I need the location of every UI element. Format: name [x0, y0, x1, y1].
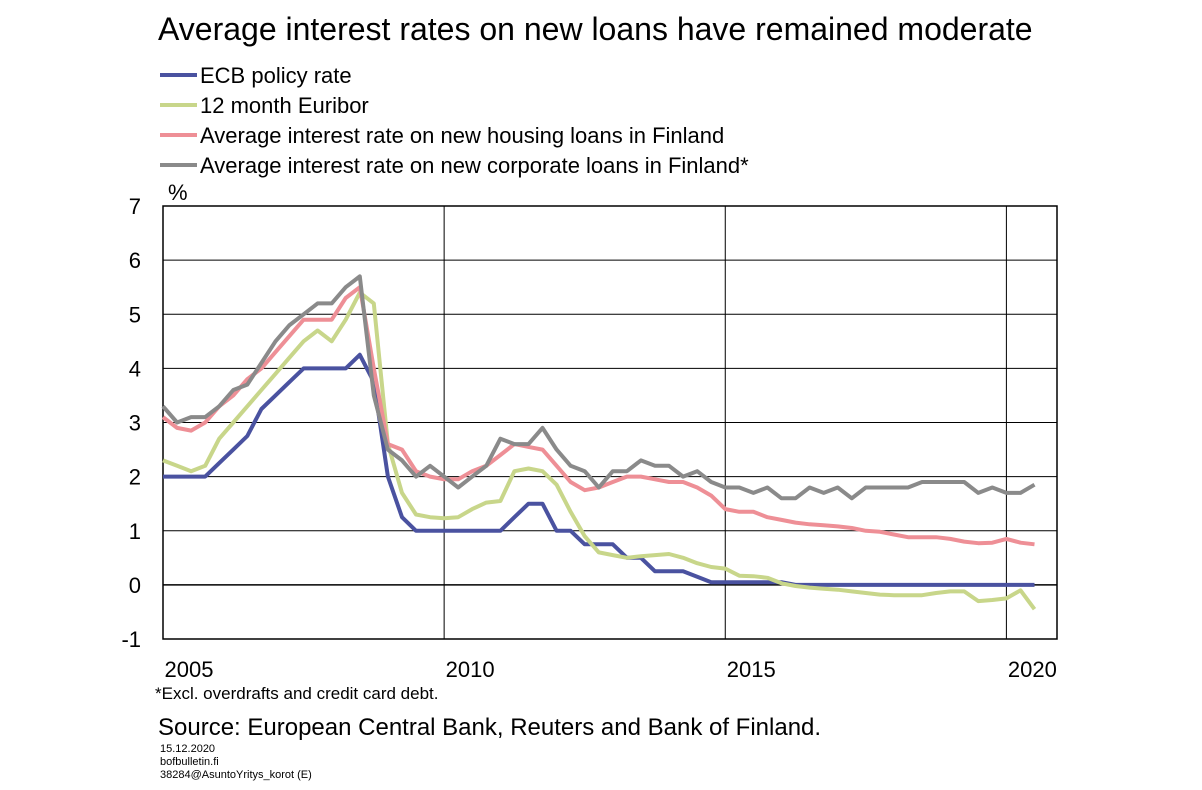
x-tick-label: 2020	[1008, 657, 1057, 682]
x-tick-label: 2010	[446, 657, 495, 682]
y-tick-label: 4	[129, 356, 141, 381]
footnote: *Excl. overdrafts and credit card debt.	[155, 684, 438, 703]
y-tick-label: 7	[129, 194, 141, 219]
y-tick-label: 1	[129, 519, 141, 544]
y-tick-label: -1	[121, 627, 141, 652]
x-tick-label: 2015	[727, 657, 776, 682]
series-line	[161, 285, 1035, 547]
y-tick-label: 3	[129, 411, 141, 436]
legend-label: Average interest rate on new corporate l…	[200, 153, 749, 178]
legend-label: 12 month Euribor	[200, 93, 369, 118]
meta-code: 38284@AsuntoYritys_korot (E)	[160, 769, 312, 781]
series-line	[161, 274, 1036, 501]
legend-label: ECB policy rate	[200, 63, 352, 88]
meta-date: 15.12.2020	[160, 743, 215, 755]
source: Source: European Central Bank, Reuters a…	[158, 714, 821, 741]
series-line	[162, 290, 1037, 611]
y-tick-label: 0	[129, 573, 141, 598]
chart-title: Average interest rates on new loans have…	[158, 11, 1033, 47]
y-tick-label: 5	[129, 302, 141, 327]
y-axis-unit: %	[168, 180, 188, 205]
x-tick-label: 2005	[165, 657, 214, 682]
plot-frame	[162, 205, 1058, 640]
meta-site: bofbulletin.fi	[160, 756, 219, 768]
y-tick-label: 2	[129, 465, 141, 490]
y-tick-label: 6	[129, 248, 141, 273]
series-line	[163, 352, 1035, 587]
legend-label: Average interest rate on new housing loa…	[200, 123, 724, 148]
